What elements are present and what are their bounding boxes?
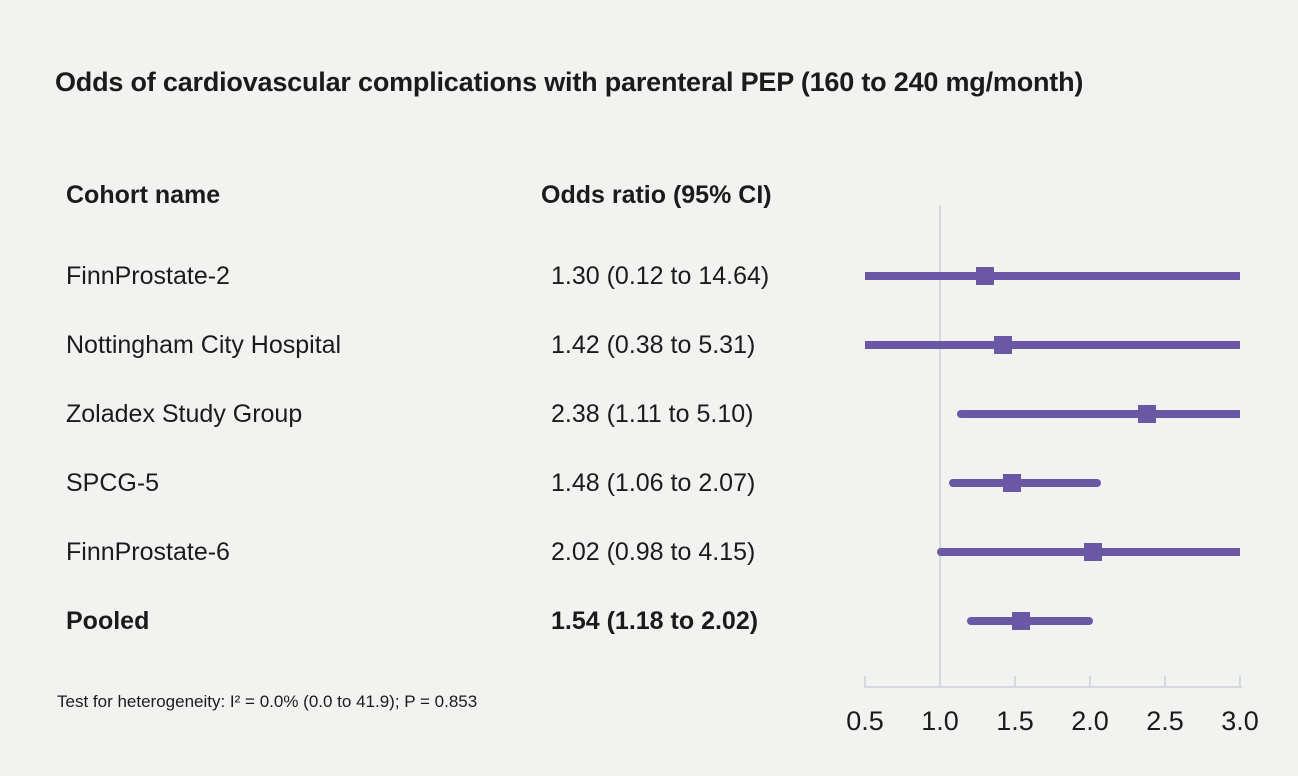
odds-ratio-value: 1.30 (0.12 to 14.64) bbox=[551, 262, 770, 290]
odds-ratio-marker bbox=[1138, 405, 1156, 423]
x-axis-tick bbox=[1089, 676, 1091, 687]
odds-ratio-value: 1.42 (0.38 to 5.31) bbox=[551, 331, 756, 359]
cohort-label: SPCG-5 bbox=[66, 469, 160, 497]
cohort-label: Zoladex Study Group bbox=[66, 400, 303, 428]
reference-line-1.0 bbox=[939, 205, 941, 688]
confidence-interval-line bbox=[967, 617, 1093, 625]
odds-ratio-marker bbox=[1084, 543, 1102, 561]
odds-ratio-marker bbox=[1003, 474, 1021, 492]
confidence-interval-line bbox=[865, 341, 1240, 349]
x-axis-tick-label: 2.5 bbox=[1146, 706, 1184, 736]
x-axis-tick-label: 0.5 bbox=[846, 706, 884, 736]
column-header-odds-ratio: Odds ratio (95% CI) bbox=[541, 181, 772, 209]
odds-ratio-value: 1.48 (1.06 to 2.07) bbox=[551, 469, 756, 497]
cohort-label: FinnProstate-2 bbox=[66, 262, 230, 290]
x-axis-tick bbox=[939, 676, 941, 687]
odds-ratio-marker bbox=[1012, 612, 1030, 630]
heterogeneity-footnote: Test for heterogeneity: I² = 0.0% (0.0 t… bbox=[57, 692, 478, 711]
cohort-label: Nottingham City Hospital bbox=[66, 331, 342, 359]
confidence-interval-line bbox=[949, 479, 1101, 487]
x-axis-tick bbox=[1239, 676, 1241, 687]
cohort-label: FinnProstate-6 bbox=[66, 538, 230, 566]
x-axis-tick-label: 1.0 bbox=[921, 706, 959, 736]
odds-ratio-marker bbox=[976, 267, 994, 285]
x-axis-tick bbox=[1014, 676, 1016, 687]
x-axis-tick bbox=[1164, 676, 1166, 687]
x-axis-tick bbox=[864, 676, 866, 687]
odds-ratio-value: 2.02 (0.98 to 4.15) bbox=[551, 538, 756, 566]
chart-title: Odds of cardiovascular complications wit… bbox=[55, 67, 1084, 97]
x-axis-tick-label: 3.0 bbox=[1221, 706, 1259, 736]
column-header-cohort-name: Cohort name bbox=[66, 181, 221, 209]
odds-ratio-marker bbox=[994, 336, 1012, 354]
confidence-interval-line bbox=[956, 410, 1240, 418]
x-axis-tick-label: 1.5 bbox=[996, 706, 1034, 736]
cohort-label: Pooled bbox=[66, 607, 150, 635]
confidence-interval-line bbox=[865, 272, 1240, 280]
x-axis-tick-label: 2.0 bbox=[1071, 706, 1109, 736]
odds-ratio-value: 2.38 (1.11 to 5.10) bbox=[551, 400, 754, 428]
x-axis-line bbox=[864, 686, 1242, 688]
odds-ratio-value: 1.54 (1.18 to 2.02) bbox=[551, 607, 759, 635]
